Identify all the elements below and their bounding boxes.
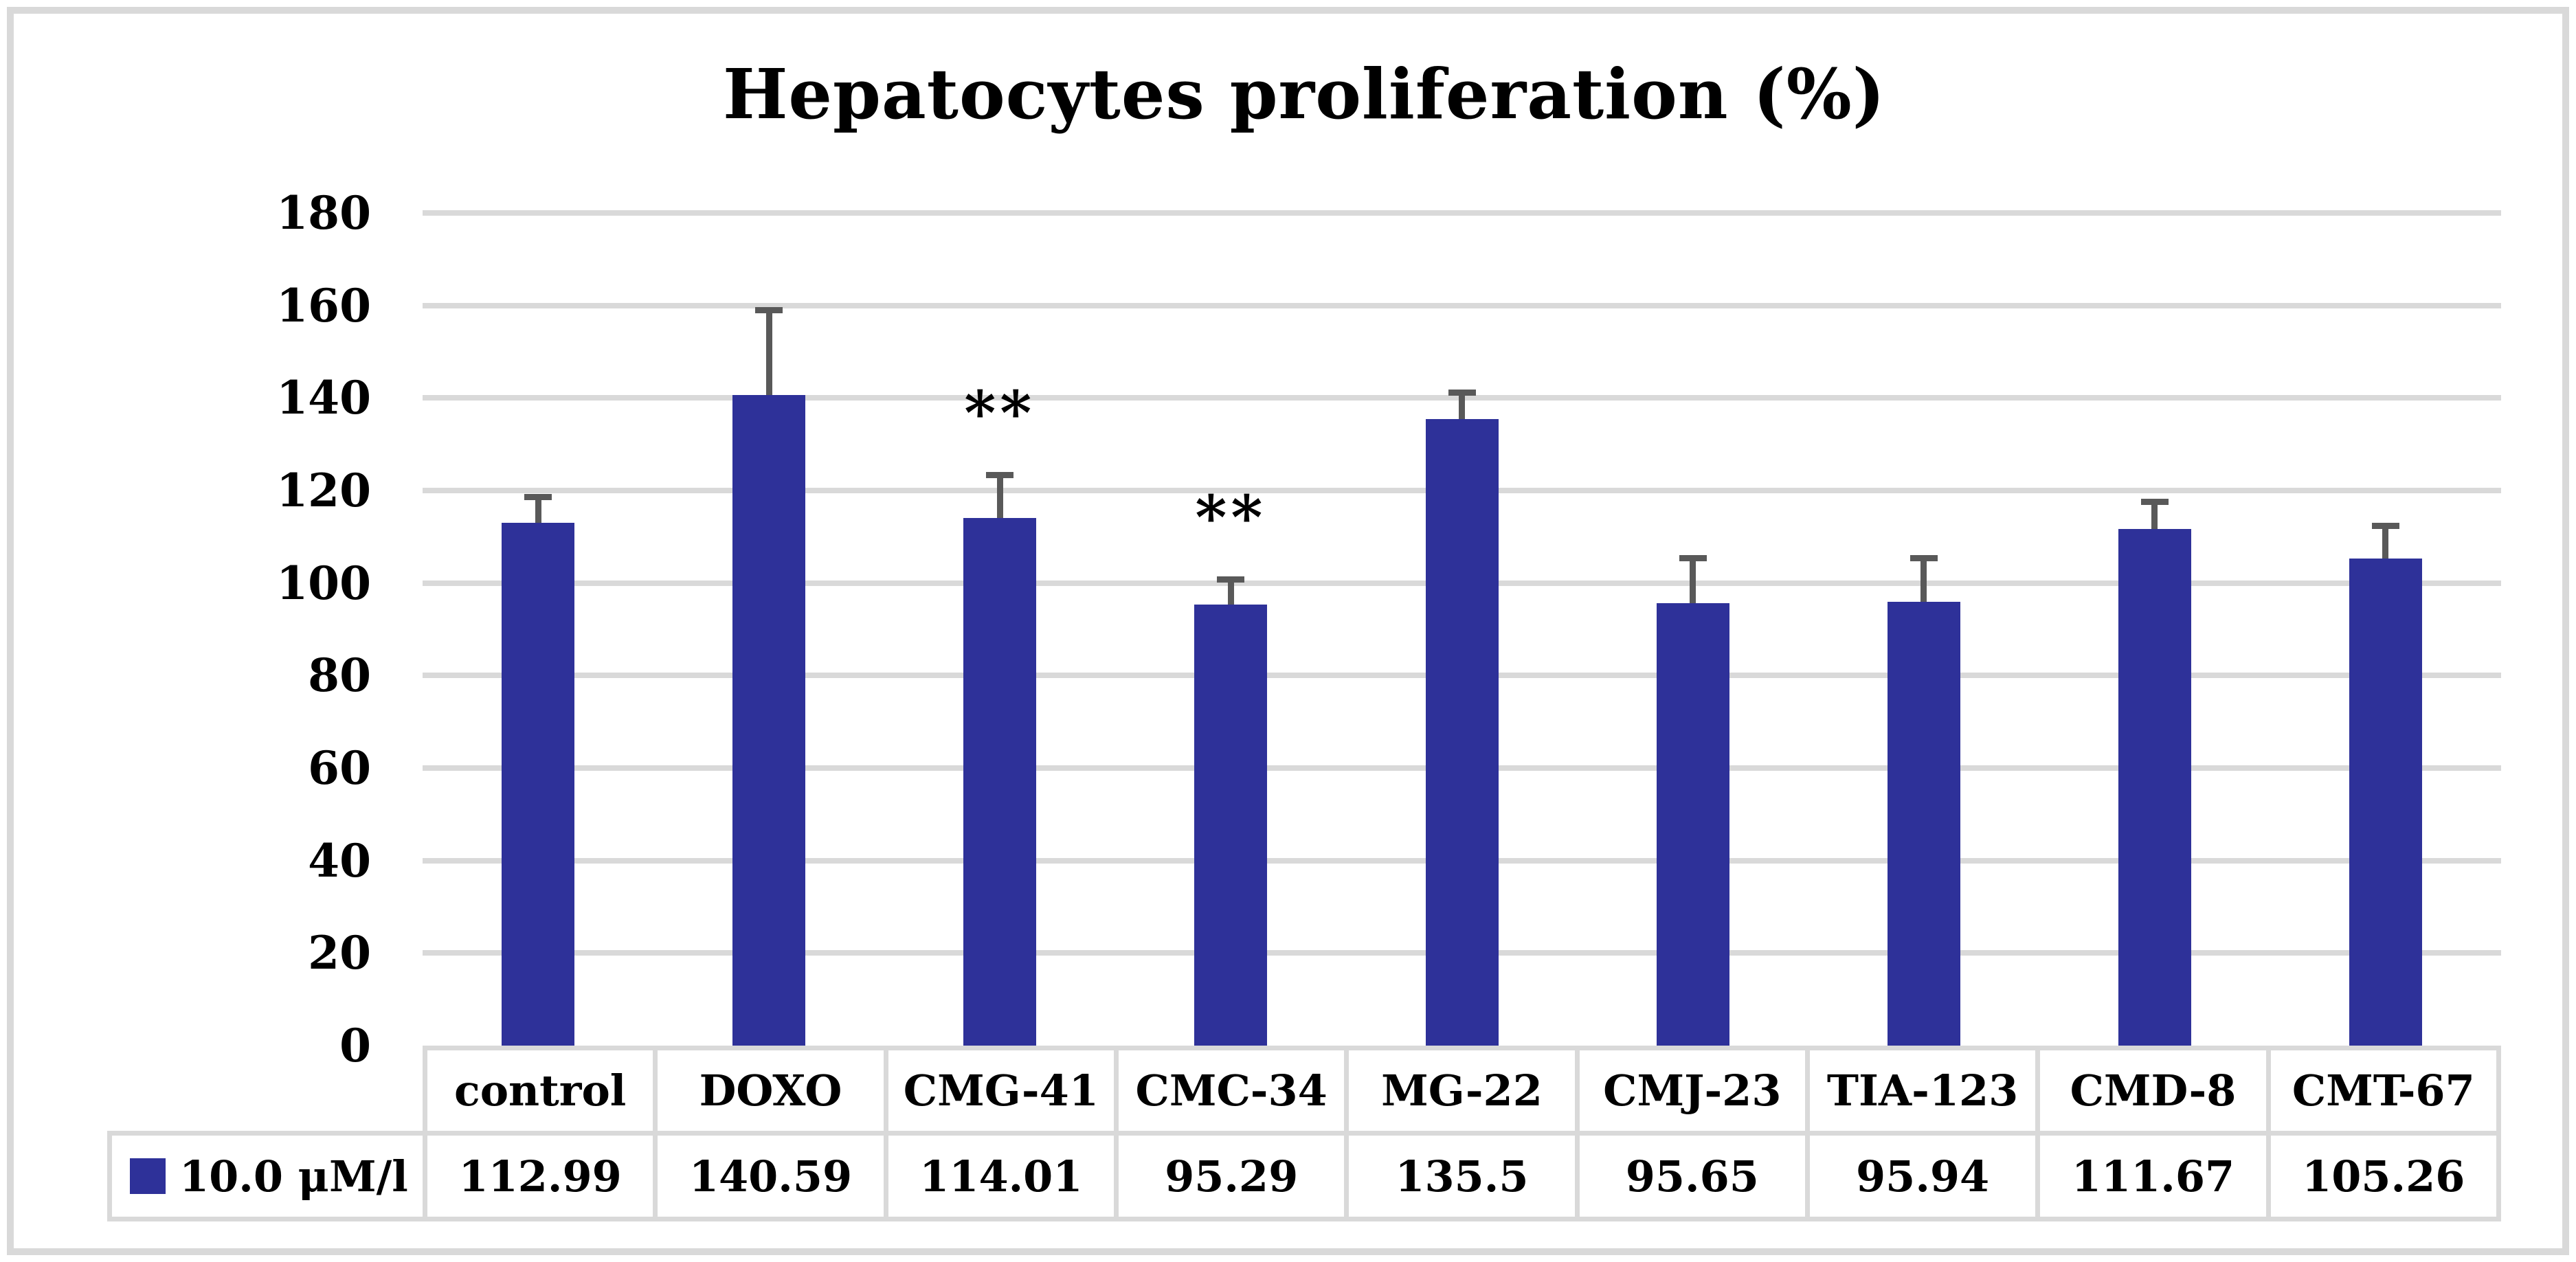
legend-color-swatch: [130, 1158, 166, 1194]
error-bar-cap: [2371, 523, 2399, 530]
bar-CMJ-23: [1656, 602, 1729, 1046]
error-bar-cap: [1679, 554, 1707, 561]
error-bar-line: [2382, 526, 2389, 559]
error-bar-line: [535, 496, 541, 523]
error-bar-cap: [755, 307, 783, 314]
value-cell: 95.94: [1804, 1136, 2035, 1217]
bar-CMT-67: [2349, 559, 2422, 1046]
y-axis-tick-label: 0: [339, 1019, 371, 1072]
significance-annotation: **: [964, 377, 1036, 449]
bar-MG-22: [1425, 418, 1499, 1046]
error-bar-line: [1690, 557, 1696, 603]
error-bar-line: [2151, 502, 2158, 530]
value-cell: 114.01: [883, 1136, 1114, 1217]
error-bar-cap: [1448, 389, 1476, 396]
y-axis-tick-label: 60: [308, 741, 371, 795]
error-bar-cap: [1909, 555, 1938, 562]
data-table-category-row: control DOXO CMG-41 CMC-34 MG-22 CMJ-23 TIA-12…: [423, 1046, 2501, 1131]
y-axis-tick-label: 40: [308, 833, 371, 888]
gridline: [423, 302, 2501, 308]
error-bar-line: [1459, 392, 1465, 419]
value-cell: 111.67: [2035, 1136, 2265, 1217]
y-axis-tick-label: 100: [276, 556, 371, 610]
value-cell: 112.99: [423, 1136, 653, 1217]
error-bar-cap: [2140, 499, 2169, 506]
legend-key-cell: 10.0 μM/l: [112, 1136, 423, 1217]
legend-label: 10.0 μM/l: [179, 1151, 408, 1202]
gridline: [423, 210, 2501, 216]
bar-TIA-123: [1887, 602, 1960, 1046]
bar-control: [502, 523, 575, 1046]
data-table-value-row: 10.0 μM/l 112.99 140.59 114.01 95.29 135.5 95…: [107, 1131, 2501, 1221]
error-bar-cap: [524, 493, 552, 500]
category-header-cell: TIA-123: [1804, 1050, 2035, 1131]
value-cell: 135.5: [1344, 1136, 1574, 1217]
y-axis-tick-label: 80: [308, 649, 371, 703]
category-header-cell: CMG-41: [883, 1050, 1114, 1131]
category-header-cell: CMC-34: [1113, 1050, 1344, 1131]
significance-annotation: **: [1195, 482, 1267, 554]
category-header-cell: CMD-8: [2035, 1050, 2265, 1131]
y-axis-tick-label: 180: [276, 186, 371, 240]
value-cell: 140.59: [653, 1136, 883, 1217]
y-axis-tick-label: 120: [276, 464, 371, 517]
category-header-cell: CMT-67: [2265, 1050, 2496, 1131]
value-cell: 105.26: [2265, 1136, 2496, 1217]
bar-CMD-8: [2118, 529, 2191, 1046]
error-bar-line: [1920, 558, 1927, 602]
bar-CMC-34: [1194, 605, 1268, 1046]
error-bar-line: [1227, 579, 1234, 605]
category-header-cell: MG-22: [1344, 1050, 1574, 1131]
error-bar-line: [765, 310, 772, 396]
chart-title: Hepatocytes proliferation (%): [722, 54, 1886, 135]
error-bar-cap: [986, 472, 1014, 479]
category-header-cell: control: [453, 1066, 627, 1116]
bar-DOXO: [732, 395, 806, 1046]
error-bar-cap: [1217, 576, 1245, 583]
y-axis-tick-label: 20: [308, 926, 371, 980]
y-axis-tick-label: 160: [276, 278, 371, 333]
value-cell: 95.29: [1113, 1136, 1344, 1217]
error-bar-line: [996, 475, 1003, 519]
bar-CMG-41: [963, 518, 1037, 1046]
y-axis-tick-label: 140: [276, 371, 371, 425]
value-cell: 95.65: [1574, 1136, 1805, 1217]
category-header-cell: CMJ-23: [1574, 1050, 1805, 1131]
category-header-cell: DOXO: [653, 1050, 883, 1131]
